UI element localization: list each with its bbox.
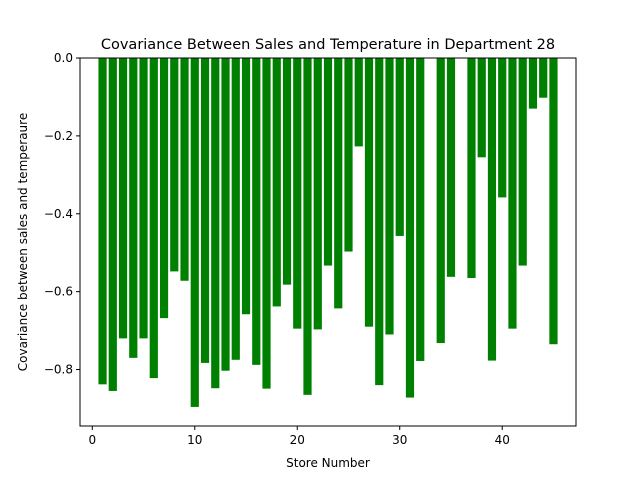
bar-store-2 [108, 58, 117, 391]
plot-frame [79, 57, 577, 427]
y-axis-label: Covariance between sales and temperaure [16, 113, 30, 371]
bar-store-45 [549, 58, 558, 345]
bar-store-19 [282, 58, 292, 285]
x-tick-label: 40 [495, 433, 510, 447]
bar-store-38 [477, 58, 486, 158]
bar-store-31 [405, 58, 415, 398]
y-tick-label: −0.6 [44, 285, 73, 299]
bar-store-44 [539, 58, 548, 98]
bar-store-29 [385, 58, 394, 335]
bar-store-18 [272, 58, 281, 307]
bar-store-42 [518, 58, 527, 266]
bar-store-16 [252, 58, 261, 365]
bar-store-20 [293, 58, 302, 329]
bar-store-8 [170, 58, 179, 272]
y-tick-label: −0.8 [44, 363, 73, 377]
ticks-group: 0 10 20 30 40 0.0 −0.2 −0.4 −0.6 −0.8 [44, 51, 510, 447]
bar-store-27 [364, 58, 374, 327]
bar-store-7 [159, 58, 169, 319]
bar-store-23 [323, 58, 333, 266]
bar-store-32 [416, 58, 425, 361]
chart-title: Covariance Between Sales and Temperature… [101, 37, 555, 53]
x-tick-label: 0 [88, 433, 96, 447]
bar-store-10 [190, 58, 199, 407]
bar-store-4 [129, 58, 138, 358]
bar-store-43 [528, 58, 538, 109]
bar-store-17 [262, 58, 271, 389]
y-tick-label: −0.2 [44, 129, 73, 143]
y-tick-label: 0.0 [54, 51, 73, 65]
bar-store-21 [303, 58, 312, 395]
bar-store-35 [446, 58, 456, 277]
x-axis-label: Store Number [286, 456, 370, 470]
bars-group [98, 58, 558, 407]
bar-store-15 [241, 58, 251, 315]
bar-store-39 [487, 58, 497, 361]
bar-store-26 [354, 58, 363, 147]
bar-store-30 [395, 58, 404, 236]
bar-store-6 [149, 58, 158, 379]
x-tick-label: 10 [187, 433, 202, 447]
bar-store-34 [436, 58, 445, 344]
bar-store-22 [313, 58, 322, 330]
bar-store-12 [211, 58, 220, 389]
bar-store-9 [180, 58, 189, 281]
bar-store-37 [467, 58, 476, 279]
bar-store-41 [508, 58, 517, 329]
x-tick-label: 20 [290, 433, 305, 447]
bar-store-14 [231, 58, 240, 360]
x-tick-label: 30 [392, 433, 407, 447]
bar-store-11 [200, 58, 210, 363]
bar-store-24 [334, 58, 343, 309]
bar-store-1 [98, 58, 107, 385]
y-tick-label: −0.4 [44, 207, 73, 221]
bar-store-3 [118, 58, 128, 339]
bar-store-28 [375, 58, 384, 386]
bar-store-13 [221, 58, 230, 371]
bar-store-25 [344, 58, 353, 252]
bar-store-40 [498, 58, 507, 198]
bar-store-5 [139, 58, 148, 339]
